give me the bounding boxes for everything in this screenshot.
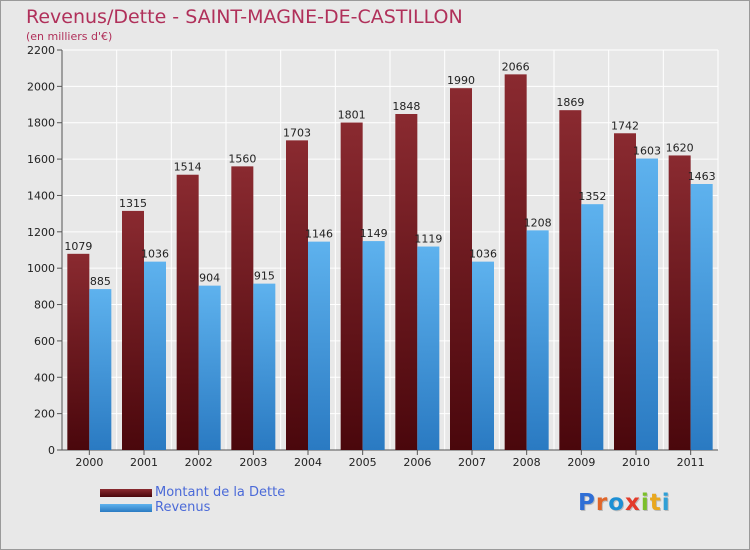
x-tick-label: 2008 xyxy=(513,456,541,469)
y-tick-label: 200 xyxy=(34,408,55,421)
data-label-dette: 1514 xyxy=(174,161,202,174)
bar-revenus xyxy=(308,241,330,450)
data-label-dette: 1869 xyxy=(556,96,584,109)
bar-dette xyxy=(122,210,144,450)
data-label-revenus: 1352 xyxy=(578,190,606,203)
bar-revenus xyxy=(89,289,112,450)
y-tick-label: 1000 xyxy=(27,262,55,275)
bar-revenus xyxy=(144,261,166,450)
bar-revenus xyxy=(253,283,276,450)
y-tick-label: 2000 xyxy=(27,80,55,93)
y-tick-label: 600 xyxy=(34,335,55,348)
data-label-revenus: 1036 xyxy=(469,248,497,261)
bar-dette xyxy=(231,166,254,450)
data-label-revenus: 885 xyxy=(90,275,111,288)
y-tick-label: 1800 xyxy=(27,117,55,130)
bar-revenus xyxy=(198,285,221,450)
legend-swatch-revenus xyxy=(100,504,152,512)
data-label-dette: 1742 xyxy=(611,119,639,132)
data-label-dette: 1703 xyxy=(283,126,311,139)
bars xyxy=(67,74,713,451)
y-tick-label: 800 xyxy=(34,299,55,312)
data-label-revenus: 1149 xyxy=(360,227,388,240)
data-label-revenus: 1036 xyxy=(141,248,169,261)
bar-dette xyxy=(614,133,636,451)
y-tick-label: 1400 xyxy=(27,189,55,202)
data-label-revenus: 904 xyxy=(199,272,220,285)
bar-dette xyxy=(668,155,691,451)
data-label-revenus: 1463 xyxy=(688,170,716,183)
data-label-dette: 1848 xyxy=(392,100,420,113)
data-label-revenus: 915 xyxy=(254,270,275,283)
bar-revenus xyxy=(690,184,713,450)
x-tick-label: 2002 xyxy=(185,456,213,469)
bar-dette xyxy=(340,122,363,450)
bar-dette xyxy=(450,88,472,450)
bar-dette xyxy=(286,140,308,450)
x-tick-label: 2001 xyxy=(130,456,158,469)
x-tick-label: 2011 xyxy=(677,456,705,469)
bar-revenus xyxy=(417,246,440,450)
data-label-revenus: 1119 xyxy=(414,233,442,246)
x-tick-label: 2004 xyxy=(294,456,322,469)
y-tick-label: 400 xyxy=(34,371,55,384)
bar-revenus xyxy=(526,230,549,450)
legend-label-dette: Montant de la Dette xyxy=(155,485,286,500)
y-tick-label: 0 xyxy=(48,444,55,457)
legend-swatch-dette xyxy=(100,489,152,497)
bar-dette xyxy=(176,174,199,450)
x-tick-label: 2007 xyxy=(458,456,486,469)
bar-dette xyxy=(559,110,582,450)
x-tick-label: 2005 xyxy=(349,456,377,469)
x-tick-label: 2003 xyxy=(239,456,267,469)
y-tick-label: 1600 xyxy=(27,153,55,166)
data-label-revenus: 1146 xyxy=(305,228,333,241)
data-label-dette: 1801 xyxy=(338,109,366,122)
proxiti-logo: Proxiti xyxy=(578,490,671,516)
data-label-dette: 1079 xyxy=(64,240,92,253)
data-label-dette: 1620 xyxy=(666,141,694,154)
x-tick-label: 2000 xyxy=(75,456,103,469)
bar-dette xyxy=(504,74,527,450)
data-label-dette: 1315 xyxy=(119,197,147,210)
y-tick-label: 1200 xyxy=(27,226,55,239)
x-tick-label: 2010 xyxy=(622,456,650,469)
y-tick-label: 2200 xyxy=(27,44,55,57)
axes: 0 200 400 600 800 1000 1200 1400 1600 1800 2000 220… xyxy=(27,44,718,469)
data-label-revenus: 1603 xyxy=(633,145,661,158)
data-label-dette: 1990 xyxy=(447,74,475,87)
bar-revenus xyxy=(472,261,494,450)
data-labels: 1079 885 1315 1036 1514 904 1560 915 1703 1146 180… xyxy=(64,60,715,288)
x-tick-label: 2009 xyxy=(567,456,595,469)
chart-title: Revenus/Dette - SAINT-MAGNE-DE-CASTILLON xyxy=(26,6,463,28)
legend-label-revenus: Revenus xyxy=(155,500,211,515)
bar-dette xyxy=(67,253,90,450)
bar-dette xyxy=(395,114,418,450)
data-label-revenus: 1208 xyxy=(524,216,552,229)
data-label-dette: 2066 xyxy=(502,60,530,73)
chart-subtitle: (en milliers d'€) xyxy=(26,30,113,43)
data-label-dette: 1560 xyxy=(228,152,256,165)
bar-revenus xyxy=(636,158,658,450)
bar-revenus xyxy=(581,204,604,450)
bar-revenus xyxy=(362,241,385,450)
x-tick-label: 2006 xyxy=(403,456,431,469)
